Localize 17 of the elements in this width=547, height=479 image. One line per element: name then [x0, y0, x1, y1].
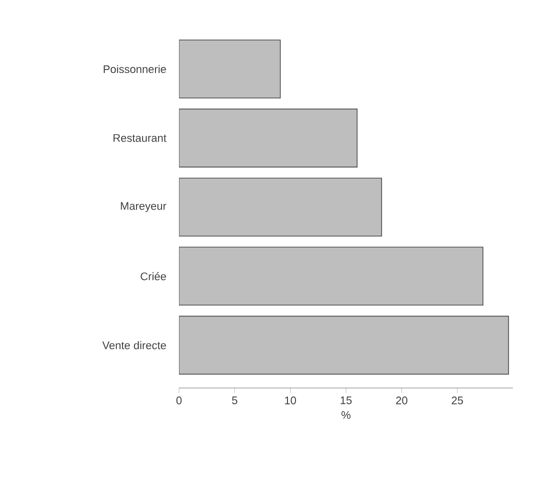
bar	[179, 40, 281, 98]
x-tick-label: 15	[340, 396, 352, 404]
x-tick-label: 5	[232, 396, 238, 404]
y-tick-label: Mareyeur	[120, 202, 166, 212]
y-tick-label: Criée	[140, 272, 166, 280]
y-tick-label: Vente directe	[102, 341, 166, 350]
bar	[179, 178, 382, 236]
bar	[179, 316, 509, 375]
x-tick-label: 0	[176, 396, 182, 404]
bar	[179, 246, 484, 306]
bar	[179, 108, 358, 168]
y-tick-label: Poissonnerie	[104, 64, 166, 74]
x-tick-label: 10	[285, 396, 296, 404]
y-tick-label: Restaurant	[114, 134, 166, 142]
x-tick-label: 25	[452, 396, 463, 404]
x-axis-title: %	[342, 411, 350, 419]
x-tick-label: 20	[396, 396, 408, 404]
